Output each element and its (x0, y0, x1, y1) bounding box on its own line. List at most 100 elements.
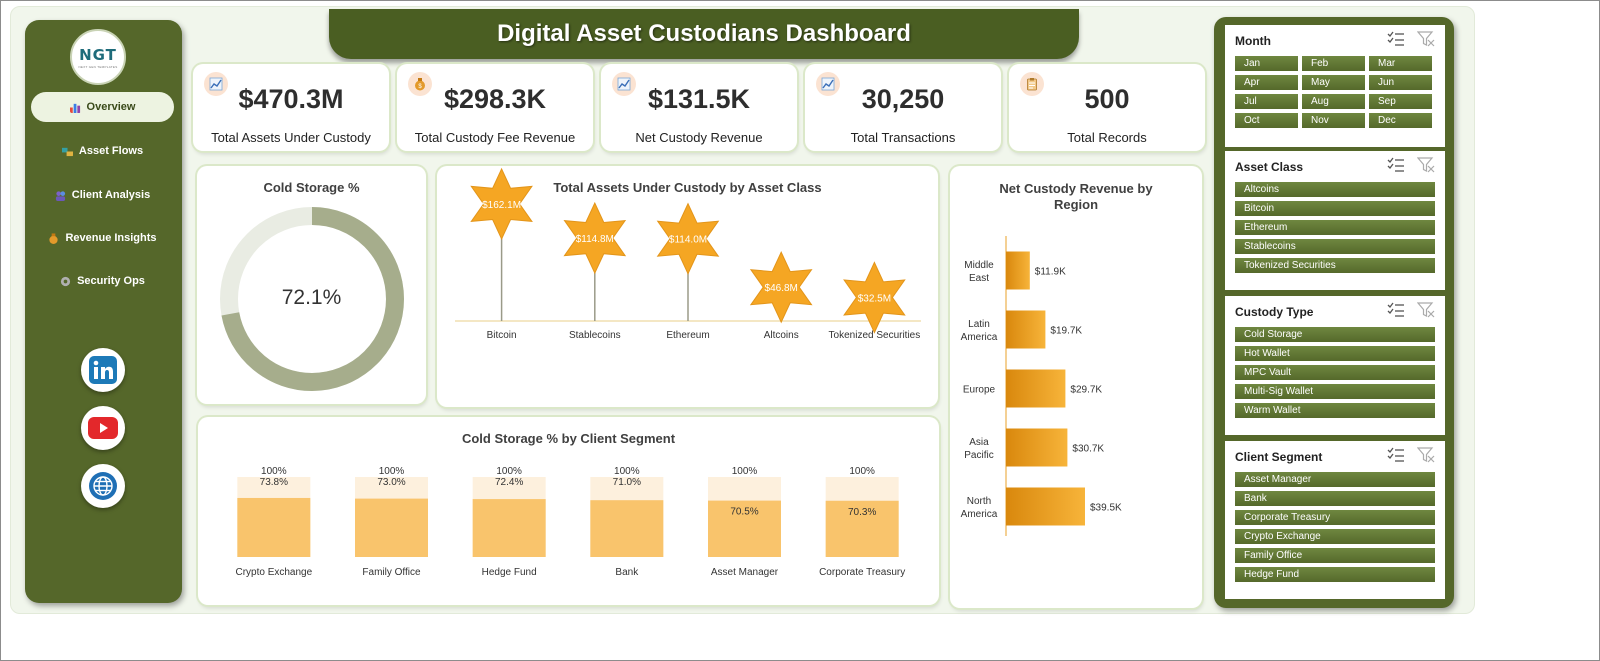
segment-bar-cold-storage (472, 499, 546, 557)
clear-filter-icon[interactable] (1417, 302, 1435, 318)
data-label-value: 73.8% (260, 477, 288, 488)
slicer-item[interactable]: Hedge Fund (1235, 567, 1435, 582)
region-bar (1006, 369, 1066, 408)
slicer-item[interactable]: Hot Wallet (1235, 346, 1435, 361)
website-button[interactable] (81, 464, 125, 508)
category-label: Stablecoins (569, 330, 621, 341)
category-label: Asset Manager (711, 567, 779, 578)
chart-title: Net Custody Revenue by Region (999, 181, 1153, 212)
nav-overview[interactable]: Overview (31, 92, 174, 122)
segment-bar-cold-storage (825, 500, 899, 557)
slicer-item[interactable]: Bitcoin (1235, 201, 1435, 216)
category-label: North (967, 496, 991, 507)
category-label: Altcoins (764, 330, 799, 341)
slicer-item[interactable]: Jun (1369, 75, 1432, 90)
slicer-item[interactable]: Apr (1235, 75, 1298, 90)
region-bar (1006, 428, 1068, 467)
flow-icon (61, 147, 73, 156)
clear-filter-icon[interactable] (1417, 157, 1435, 173)
data-label: $30.7K (1072, 444, 1104, 455)
slicer-item[interactable]: Crypto Exchange (1235, 529, 1435, 544)
category-label: America (961, 332, 998, 343)
kpi-card-fee-revenue: $ $298.3K Total Custody Fee Revenue (397, 64, 593, 151)
slicer-asset-class: Asset Class Altcoins Bitcoin Ethereum Stable… (1225, 151, 1445, 290)
segment-bar-cold-storage (355, 498, 428, 557)
slicer-item[interactable]: Aug (1302, 94, 1365, 109)
slicer-item[interactable]: Sep (1369, 94, 1432, 109)
trend-chart-icon (204, 72, 228, 96)
slicer-item[interactable]: Stablecoins (1235, 239, 1435, 254)
revenue-by-region-chart: $11.9K Middle East $19.7K Latin America $29.7K… (961, 236, 1122, 536)
slicer-item[interactable]: Dec (1369, 113, 1432, 128)
slicer-item[interactable]: Tokenized Securities (1235, 258, 1435, 273)
trend-chart-icon (612, 72, 636, 96)
kpi-value: $298.3K (443, 84, 547, 114)
category-label: Pacific (964, 450, 993, 461)
nav-asset-flows[interactable]: Asset Flows (31, 136, 174, 166)
slicer-item[interactable]: Bank (1235, 491, 1435, 506)
kpi-label: Total Assets Under Custody (211, 130, 371, 145)
slicer-controls (1387, 31, 1435, 47)
slicer-item[interactable]: Jul (1235, 94, 1298, 109)
slicer-custody-type: Custody Type Cold Storage Hot Wallet MPC Va… (1225, 296, 1445, 435)
category-label: Middle (964, 260, 994, 271)
star-marker (563, 201, 627, 275)
assets-by-class-chart: $162.1M Bitcoin $114.8M Stablecoins $114.0M E… (455, 167, 921, 341)
category-label: Ethereum (666, 330, 709, 341)
nav-label: Security Ops (77, 275, 145, 287)
slicer-item[interactable]: Altcoins (1235, 182, 1435, 197)
star-marker (749, 251, 813, 324)
slicer-item[interactable]: Asset Manager (1235, 472, 1435, 487)
slicer-item[interactable]: Cold Storage (1235, 327, 1435, 342)
slicer-controls (1387, 157, 1435, 173)
slicer-item[interactable]: Multi-Sig Wallet (1235, 384, 1435, 399)
slicer-item[interactable]: Jan (1235, 56, 1298, 71)
money-bag-icon (49, 232, 59, 244)
nav-revenue-insights[interactable]: Revenue Insights (31, 223, 174, 253)
clear-filter-icon[interactable] (1417, 447, 1435, 463)
slicer-item[interactable]: Family Office (1235, 548, 1435, 563)
chart-title: Cold Storage % (263, 180, 360, 195)
slicer-item[interactable]: Nov (1302, 113, 1365, 128)
data-label: $29.7K (1070, 385, 1102, 396)
slicer-controls (1387, 447, 1435, 463)
data-label: $46.8M (765, 283, 798, 294)
slicer-month: Month Jan Feb Mar Apr May Jun Jul Aug Sep Oct Nov De… (1225, 25, 1445, 147)
multi-select-icon[interactable] (1387, 447, 1405, 463)
slicer-item[interactable]: Oct (1235, 113, 1298, 128)
nav-security-ops[interactable]: Security Ops (31, 266, 174, 296)
star-marker (656, 202, 720, 275)
slicer-item[interactable]: Mar (1369, 56, 1432, 71)
segment-bar-cold-storage (237, 497, 311, 557)
slicer-item[interactable]: MPC Vault (1235, 365, 1435, 380)
slicer-title: Client Segment (1235, 450, 1323, 464)
slicer-item[interactable]: May (1302, 75, 1365, 90)
slicer-client-segment: Client Segment Asset Manager Bank Corporate… (1225, 441, 1445, 599)
multi-select-icon[interactable] (1387, 157, 1405, 173)
data-label-total: 100% (614, 466, 640, 477)
slicer-item[interactable]: Feb (1302, 56, 1365, 71)
slicer-item[interactable]: Warm Wallet (1235, 403, 1435, 418)
page-title: Digital Asset Custodians Dashboard (497, 20, 911, 47)
clear-filter-icon[interactable] (1417, 31, 1435, 47)
data-label: $162.1M (482, 200, 521, 211)
category-label: Family Office (362, 567, 421, 578)
region-bar (1006, 310, 1046, 349)
nav-client-analysis[interactable]: Client Analysis (31, 180, 174, 210)
multi-select-icon[interactable] (1387, 302, 1405, 318)
region-bar (1006, 487, 1085, 526)
kpi-label: Total Records (1067, 130, 1147, 145)
data-label-value: 73.0% (377, 477, 405, 488)
data-label-value: 72.4% (495, 477, 523, 488)
slicer-item[interactable]: Corporate Treasury (1235, 510, 1435, 525)
linkedin-button[interactable] (81, 348, 125, 392)
multi-select-icon[interactable] (1387, 31, 1405, 47)
nav-label: Client Analysis (71, 189, 151, 201)
globe-icon (89, 472, 117, 500)
nav-label: Overview (86, 101, 136, 113)
youtube-button[interactable] (81, 406, 125, 450)
logo-subtext: NEXT GEN TEMPLATES (78, 64, 118, 69)
chart-title: Cold Storage % by Client Segment (461, 431, 676, 446)
slicer-item[interactable]: Ethereum (1235, 220, 1435, 235)
data-label-total: 100% (379, 466, 405, 477)
